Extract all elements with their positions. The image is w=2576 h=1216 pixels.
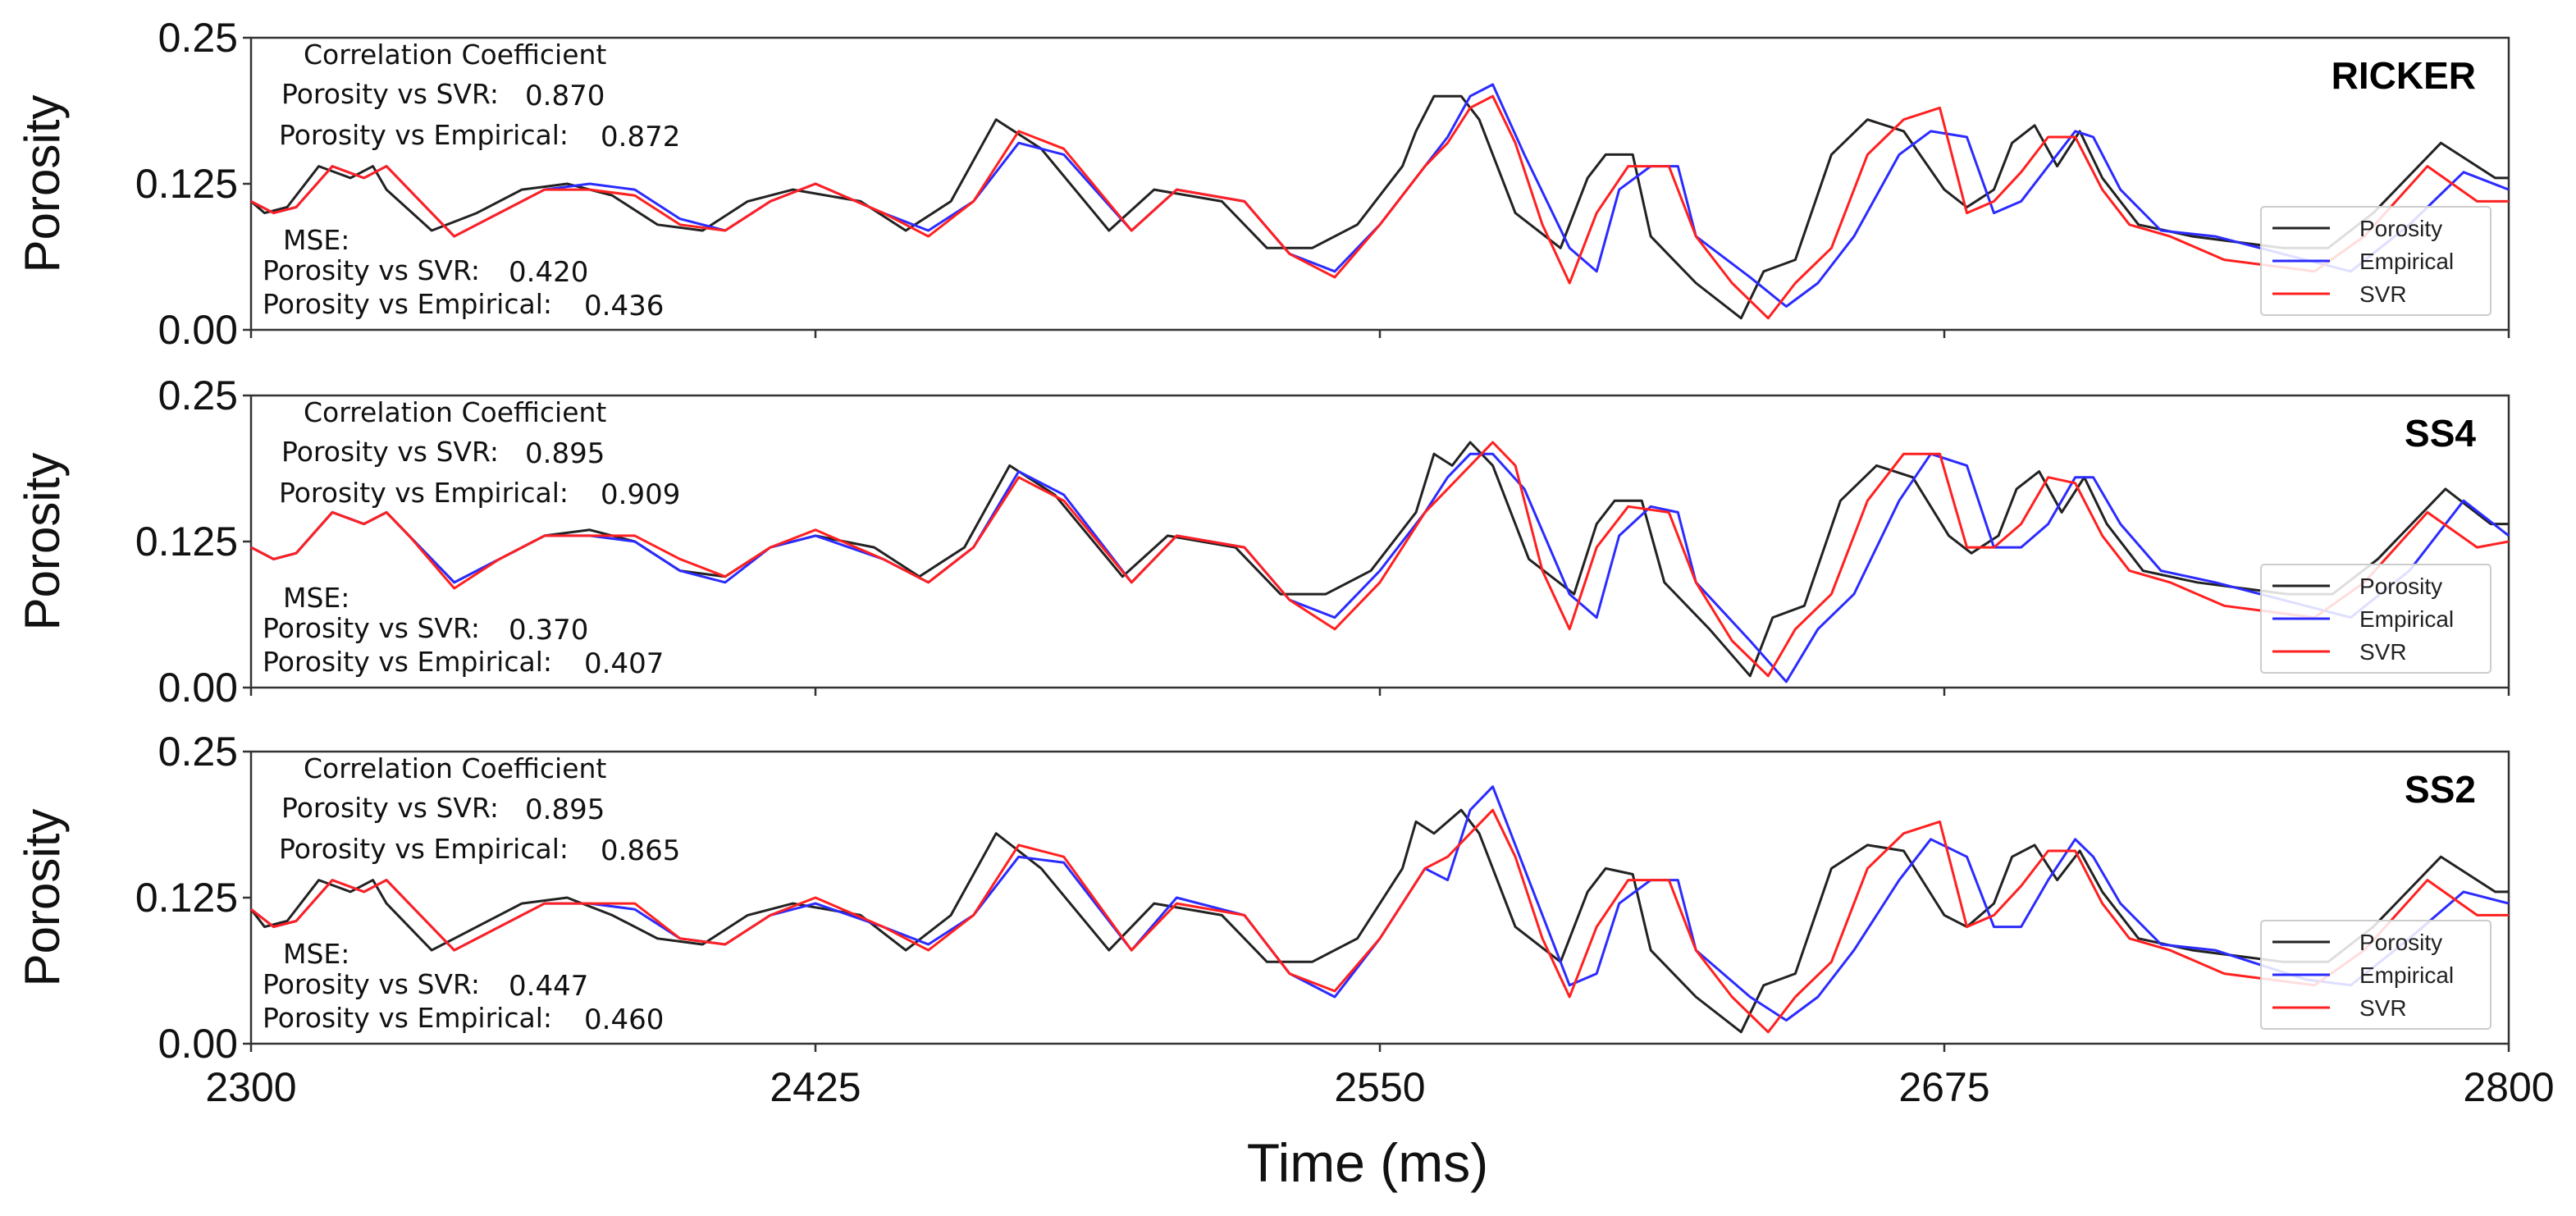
y-tick-label: 0.00 xyxy=(158,307,238,353)
mse-svr-label: Porosity vs SVR: xyxy=(263,968,480,1000)
mse-empirical-label: Porosity vs Empirical: xyxy=(263,1002,552,1034)
corr-empirical-label: Porosity vs Empirical: xyxy=(279,119,569,151)
corr-svr-label: Porosity vs SVR: xyxy=(281,792,499,824)
legend-label-empirical: Empirical xyxy=(2359,249,2454,274)
corr-svr-label: Porosity vs SVR: xyxy=(281,78,499,110)
mse-title: MSE: xyxy=(283,224,349,256)
legend-label-svr: SVR xyxy=(2359,281,2407,307)
mse-empirical-label: Porosity vs Empirical: xyxy=(263,646,552,678)
y-axis-label: Porosity xyxy=(15,809,70,987)
x-tick-label: 2675 xyxy=(1898,1064,1989,1110)
series-line-svr xyxy=(250,808,2509,1034)
x-tick-label: 2300 xyxy=(205,1064,296,1110)
y-tick-label: 0.25 xyxy=(158,15,238,61)
legend-label-empirical: Empirical xyxy=(2359,606,2454,632)
legend-box xyxy=(2260,564,2492,674)
mse-empirical-value: 0.436 xyxy=(584,290,664,322)
corr-svr-value: 0.870 xyxy=(525,80,605,112)
x-tick-label: 2425 xyxy=(770,1064,861,1110)
corr-empirical-value: 0.865 xyxy=(601,834,680,867)
series-line-porosity xyxy=(250,94,2509,320)
y-tick-label: 0.25 xyxy=(158,729,238,775)
y-tick-label: 0.125 xyxy=(135,875,238,921)
panel-title: SS4 xyxy=(2405,412,2476,455)
corr-empirical-value: 0.909 xyxy=(601,478,680,511)
legend-label-porosity: Porosity xyxy=(2359,216,2442,241)
legend-label-porosity: Porosity xyxy=(2359,574,2442,599)
legend: Porosity Empirical SVR xyxy=(2260,206,2492,316)
panel-title: SS2 xyxy=(2405,768,2476,811)
legend-label-svr: SVR xyxy=(2359,995,2407,1021)
mse-empirical-value: 0.460 xyxy=(584,1003,664,1036)
legend-label-svr: SVR xyxy=(2359,639,2407,665)
y-axis-label: Porosity xyxy=(15,453,70,631)
corr-title: Correlation Coefficient xyxy=(304,396,606,428)
series-line-svr xyxy=(250,441,2510,678)
x-tick-label: 2800 xyxy=(2463,1064,2554,1110)
mse-svr-label: Porosity vs SVR: xyxy=(263,612,480,644)
corr-empirical-value: 0.872 xyxy=(601,121,680,153)
legend-label-empirical: Empirical xyxy=(2359,962,2454,988)
corr-title: Correlation Coefficient xyxy=(304,39,606,71)
series-line-empirical xyxy=(250,83,2510,308)
mse-svr-value: 0.420 xyxy=(509,256,588,289)
corr-empirical-label: Porosity vs Empirical: xyxy=(279,477,569,509)
mse-svr-value: 0.447 xyxy=(509,970,588,1003)
y-tick-label: 0.00 xyxy=(158,665,238,711)
series-line-svr xyxy=(250,94,2509,320)
mse-empirical-value: 0.407 xyxy=(584,647,664,680)
y-axis-label: Porosity xyxy=(15,95,70,273)
corr-svr-value: 0.895 xyxy=(525,437,605,470)
y-tick-label: 0.25 xyxy=(158,373,238,418)
legend-label-porosity: Porosity xyxy=(2359,930,2442,955)
corr-svr-value: 0.895 xyxy=(525,793,605,826)
series-line-porosity xyxy=(250,441,2509,678)
legend-box xyxy=(2260,206,2492,316)
corr-svr-label: Porosity vs SVR: xyxy=(281,436,499,468)
mse-title: MSE: xyxy=(283,938,349,970)
panel-ss4: 0.00 0.125 0.25 Porosity SS4 Correlation Coef… xyxy=(15,373,2510,711)
legend: Porosity Empirical SVR xyxy=(2260,564,2492,674)
corr-empirical-label: Porosity vs Empirical: xyxy=(279,833,569,865)
mse-empirical-label: Porosity vs Empirical: xyxy=(263,288,552,320)
y-tick-label: 0.00 xyxy=(158,1021,238,1067)
panel-ricker: 0.00 0.125 0.25 Porosity RICKER Correlation C… xyxy=(15,15,2510,353)
legend-box xyxy=(2260,920,2492,1030)
mse-svr-label: Porosity vs SVR: xyxy=(263,254,480,286)
mse-title: MSE: xyxy=(283,582,349,614)
corr-title: Correlation Coefficient xyxy=(304,752,606,784)
legend: Porosity Empirical SVR xyxy=(2260,920,2492,1030)
y-tick-label: 0.125 xyxy=(135,161,238,207)
x-tick-label: 2550 xyxy=(1334,1064,1425,1110)
mse-svr-value: 0.370 xyxy=(509,614,588,647)
panel-ss2: 0.00 0.125 0.25 2300 2425 2550 2675 2800 Porosit… xyxy=(15,729,2555,1110)
y-tick-label: 0.125 xyxy=(135,519,238,565)
x-axis-label: Time (ms) xyxy=(1247,1132,1489,1193)
panel-title: RICKER xyxy=(2332,54,2476,97)
series-line-porosity xyxy=(249,808,2509,1034)
